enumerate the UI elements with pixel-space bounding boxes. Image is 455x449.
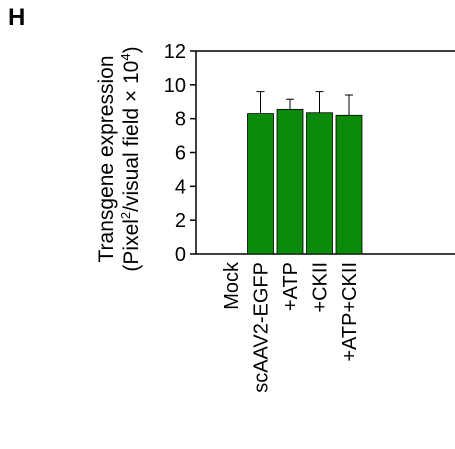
y-tick-label: 8 [175, 109, 186, 131]
y-axis-label-suffix: ) [120, 46, 143, 53]
y-tick-label: 12 [164, 41, 186, 63]
y-tick-label: 2 [175, 210, 186, 232]
y-axis-label: Transgene expression (Pixel2/visual fiel… [95, 46, 143, 271]
y-axis-label-prefix: (Pixel [120, 219, 143, 272]
y-axis-label-line2: (Pixel2/visual field × 104) [118, 46, 143, 271]
y-axis-label-sup2: 4 [118, 53, 133, 60]
bar [335, 114, 363, 255]
y-tick-label: 10 [164, 75, 186, 97]
x-tick-label: Mock [221, 261, 243, 310]
panel-label: H [8, 4, 26, 31]
bar [247, 113, 274, 255]
x-tick-label: scAAV2-EGFP [251, 262, 273, 393]
y-tick-label: 0 [175, 244, 186, 266]
x-tick-label: +ATP [280, 262, 302, 311]
bar [276, 108, 304, 255]
y-axis-label-sup1: 2 [118, 212, 133, 219]
y-axis-label-mid: /visual field × 10 [120, 61, 143, 212]
y-tick-label: 6 [175, 143, 186, 165]
bar [306, 112, 333, 255]
x-tick-label: +ATP+CKII [339, 262, 361, 362]
x-tick-label: +CKII [310, 262, 332, 313]
y-axis-label-line1: Transgene expression [95, 55, 118, 262]
y-tick-label: 4 [175, 176, 186, 198]
